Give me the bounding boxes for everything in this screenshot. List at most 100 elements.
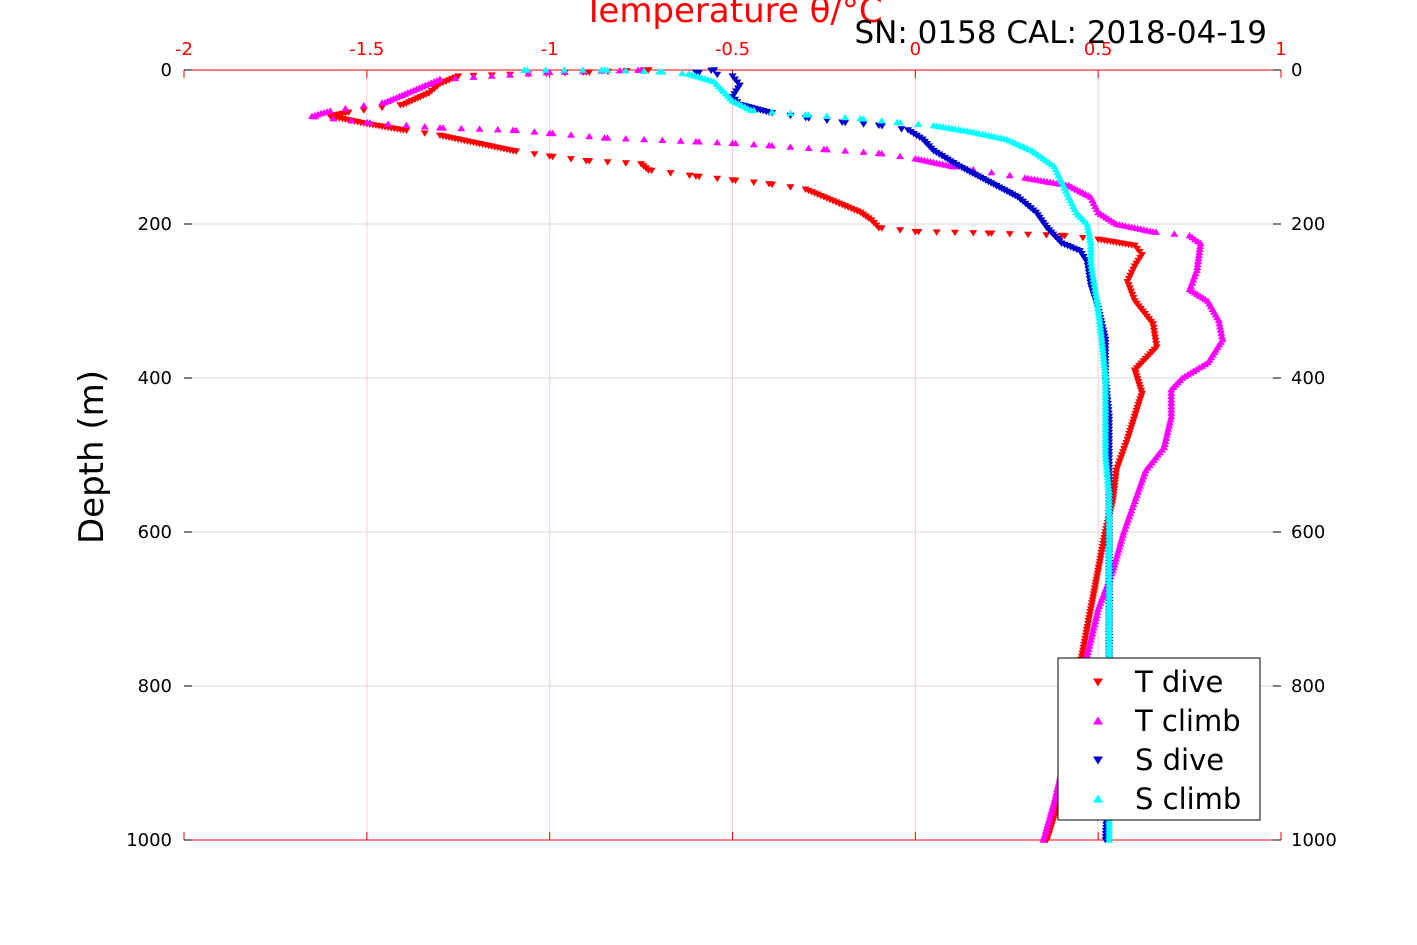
legend-label: T dive: [1134, 665, 1223, 699]
data-point: [1087, 633, 1096, 640]
data-point: [1112, 555, 1121, 562]
data-point: [1086, 242, 1095, 250]
data-point: [1099, 351, 1108, 359]
data-point: [749, 140, 758, 148]
data-point: [1089, 626, 1098, 634]
data-point: [1105, 515, 1114, 522]
data-point: [1167, 409, 1176, 416]
data-point: [694, 69, 703, 77]
data-point: [1085, 233, 1094, 240]
data-point: [1167, 402, 1176, 410]
data-point: [841, 119, 850, 127]
data-point: [1102, 457, 1111, 465]
data-point: [1089, 278, 1098, 286]
data-point: [1216, 326, 1225, 333]
data-point: [1113, 549, 1122, 556]
chart-subtitle: SN: 0158 CAL: 2018-04-19: [855, 15, 1268, 51]
data-point: [1005, 171, 1014, 179]
data-point: [707, 67, 716, 74]
data-point: [658, 68, 667, 75]
data-point: [1089, 623, 1098, 631]
data-point: [1091, 288, 1100, 295]
data-point: [1088, 268, 1097, 276]
data-point: [1094, 605, 1103, 612]
data-point: [731, 139, 740, 147]
data-point: [1167, 389, 1176, 396]
data-point: [1101, 400, 1110, 407]
data-point: [378, 99, 387, 106]
data-point: [1194, 251, 1203, 259]
data-point: [1101, 380, 1110, 388]
data-point: [530, 128, 539, 135]
data-point: [1194, 254, 1203, 262]
data-point: [1005, 231, 1014, 238]
data-point: [1094, 308, 1103, 315]
data-point: [1101, 390, 1110, 397]
data-point: [1111, 558, 1120, 565]
data-point: [1093, 608, 1102, 615]
data-point: [1098, 342, 1107, 349]
data-point: [1152, 341, 1161, 348]
data-point: [347, 117, 356, 124]
data-point: [1087, 265, 1096, 272]
data-point: [804, 144, 813, 152]
data-point: [987, 230, 996, 237]
data-point: [822, 112, 831, 119]
data-point: [1039, 836, 1048, 843]
data-point: [1151, 334, 1160, 341]
data-point: [506, 71, 515, 78]
data-point: [1088, 272, 1097, 279]
data-point: [1091, 285, 1100, 292]
data-point: [1024, 231, 1033, 239]
data-point: [402, 121, 411, 129]
legend-label: T climb: [1134, 704, 1241, 738]
data-point: [1045, 815, 1054, 823]
data-point: [523, 66, 532, 73]
data-point: [1103, 477, 1112, 484]
legend-marker: [1093, 756, 1103, 765]
data-point: [1049, 800, 1058, 808]
data-point: [1078, 234, 1087, 242]
data-point: [1041, 827, 1050, 834]
data-point: [640, 67, 649, 74]
data-point: [1051, 794, 1060, 802]
data-point: [621, 135, 630, 142]
data-point: [1101, 448, 1110, 455]
data-point: [859, 148, 868, 155]
data-point: [1162, 431, 1171, 438]
data-point: [1161, 437, 1170, 444]
data-point: [560, 66, 569, 73]
data-point: [914, 228, 923, 236]
data-point: [469, 73, 478, 80]
data-point: [1086, 236, 1095, 243]
data-point: [512, 126, 521, 134]
data-point: [1086, 639, 1095, 646]
data-point: [1105, 521, 1114, 529]
data-point: [658, 136, 667, 143]
y-tick-label-right: 1000: [1291, 830, 1337, 851]
data-point: [1129, 294, 1138, 302]
data-point: [1114, 546, 1123, 553]
data-point: [487, 72, 496, 79]
data-point: [1101, 409, 1110, 417]
data-point: [1090, 282, 1099, 289]
data-point: [585, 158, 594, 165]
data-point: [896, 119, 905, 126]
series-t-dive: [326, 67, 1161, 844]
data-point: [685, 172, 694, 180]
data-point: [950, 229, 959, 237]
data-point: [1115, 543, 1124, 550]
data-point: [877, 225, 886, 232]
data-point: [1167, 406, 1176, 413]
x-tick-label: 0.5: [1084, 39, 1113, 60]
data-point: [1050, 797, 1059, 805]
data-point: [1117, 537, 1126, 544]
data-point: [1042, 232, 1051, 239]
data-point: [822, 117, 831, 125]
data-point: [512, 148, 521, 155]
data-point: [877, 150, 886, 157]
data-point: [1118, 531, 1127, 538]
data-point: [1046, 812, 1055, 820]
data-point: [1110, 560, 1119, 568]
